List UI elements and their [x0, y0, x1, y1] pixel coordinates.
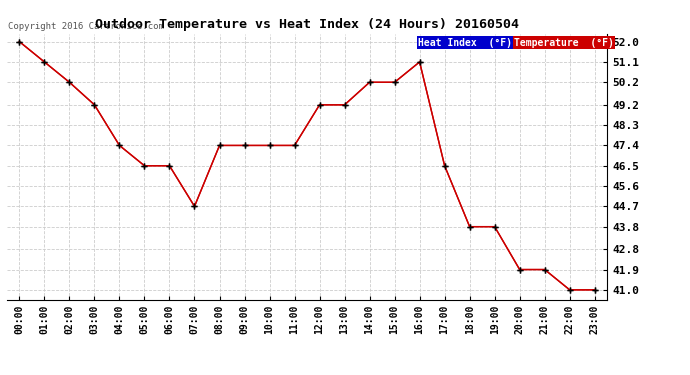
Title: Outdoor Temperature vs Heat Index (24 Hours) 20160504: Outdoor Temperature vs Heat Index (24 Ho… [95, 18, 519, 31]
Text: Temperature  (°F): Temperature (°F) [514, 38, 614, 48]
Text: Copyright 2016 Cartronics.com: Copyright 2016 Cartronics.com [8, 22, 164, 31]
Text: Heat Index  (°F): Heat Index (°F) [418, 38, 512, 48]
